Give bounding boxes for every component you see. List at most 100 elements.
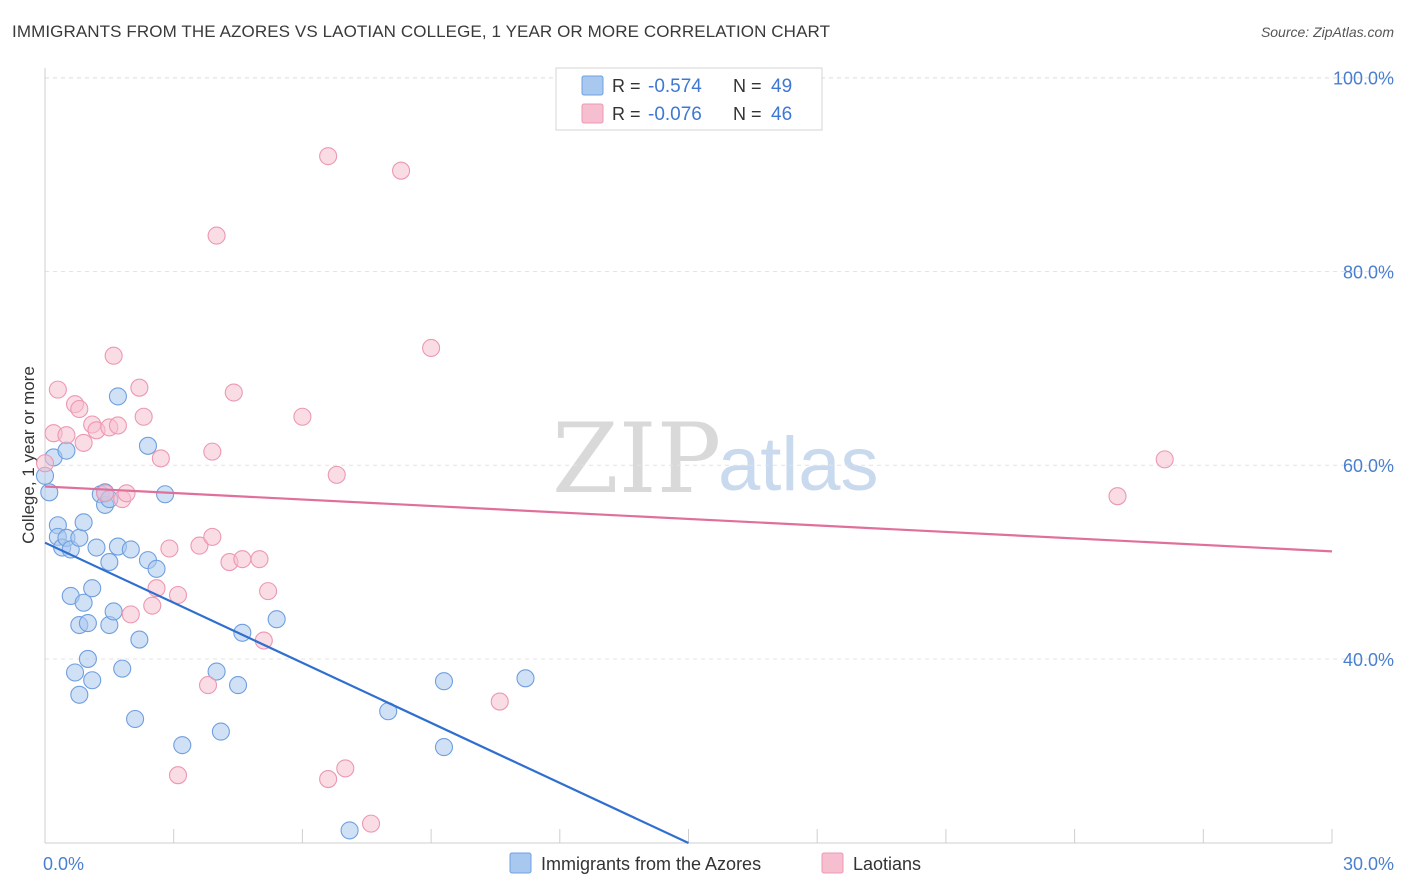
azores-point-36 <box>147 559 166 578</box>
chart-title: IMMIGRANTS FROM THE AZORES VS LAOTIAN CO… <box>12 22 831 41</box>
laotians-point-3 <box>57 426 76 445</box>
laotians-point-44 <box>1108 487 1127 506</box>
azores-point-31 <box>121 540 140 559</box>
azores-point-34 <box>138 436 158 455</box>
laotians-point-43 <box>490 692 509 711</box>
azores-point-19 <box>83 671 102 690</box>
bottom-legend: Immigrants from the Azores Laotians <box>509 852 921 874</box>
azores-point-15 <box>74 513 93 532</box>
azores-point-13 <box>70 528 89 547</box>
azores-point-1 <box>40 483 59 502</box>
laotians-point-37 <box>319 147 338 166</box>
stats-swatch-blue <box>581 75 604 96</box>
y-tick-labels: 40.0% 60.0% 80.0% 100.0% <box>1333 69 1394 670</box>
laotians-point-24 <box>190 536 209 555</box>
gridlines <box>45 77 1394 660</box>
laotians-point-17 <box>134 407 153 426</box>
x-tick-label-min: 0.0% <box>43 854 84 874</box>
azores-point-14 <box>74 593 93 612</box>
azores-point-12 <box>70 685 89 704</box>
laotians-point-35 <box>293 407 312 426</box>
trend-line-laotians <box>44 485 1333 553</box>
stats-n-label-blue: N = <box>733 76 762 96</box>
laotians-point-45 <box>1155 450 1174 469</box>
azores-point-39 <box>207 662 226 681</box>
y-tick-label-60: 60.0% <box>1343 456 1394 476</box>
laotians-point-41 <box>392 161 411 180</box>
azores-point-33 <box>130 630 149 649</box>
series-azores-points <box>35 387 535 840</box>
legend-swatch-azores <box>509 852 532 874</box>
laotians-point-20 <box>151 449 170 468</box>
azores-point-10 <box>65 663 85 682</box>
laotians-point-21 <box>160 539 179 558</box>
laotians-point-27 <box>203 442 222 461</box>
laotians-point-31 <box>233 550 252 569</box>
azores-point-17 <box>78 649 97 668</box>
laotians-point-2 <box>48 380 67 399</box>
laotians-point-30 <box>224 383 243 402</box>
x-tick-label-max: 30.0% <box>1343 854 1394 874</box>
azores-point-7 <box>57 441 76 460</box>
stats-n-value-pink: 46 <box>771 104 792 125</box>
laotians-point-14 <box>117 484 136 503</box>
stats-r-label-pink: R = <box>612 104 641 124</box>
y-axis-title: College, 1 year or more <box>19 366 38 544</box>
laotians-point-38 <box>327 465 346 484</box>
laotians-point-34 <box>259 582 278 601</box>
azores-point-43 <box>267 610 286 629</box>
azores-point-30 <box>113 659 132 678</box>
stats-swatch-pink <box>581 103 604 124</box>
laotians-point-5 <box>70 399 89 419</box>
legend-label-azores: Immigrants from the Azores <box>541 854 761 874</box>
laotians-point-32 <box>250 550 269 569</box>
y-tick-label-100: 100.0% <box>1333 69 1394 89</box>
laotians-point-42 <box>422 338 441 358</box>
laotians-point-25 <box>198 676 218 695</box>
azores-point-38 <box>173 736 192 755</box>
azores-point-46 <box>434 672 454 691</box>
laotians-point-6 <box>74 433 93 452</box>
laotians-point-11 <box>104 346 123 365</box>
laotians-point-9 <box>96 484 115 503</box>
laotians-point-40 <box>361 814 381 833</box>
stats-n-value-blue: 49 <box>771 76 792 97</box>
legend-swatch-laotians <box>821 852 844 874</box>
watermark-zip: ZIP <box>552 403 721 515</box>
azores-point-40 <box>211 722 230 741</box>
laotians-point-23 <box>168 766 188 785</box>
trend-line-azores <box>44 541 689 844</box>
azores-point-32 <box>126 709 145 729</box>
stats-r-label-blue: R = <box>612 76 641 96</box>
y-tick-label-80: 80.0% <box>1343 262 1394 282</box>
azores-point-45 <box>434 738 454 757</box>
laotians-point-39 <box>336 759 355 778</box>
stats-r-value-pink: -0.076 <box>648 104 702 125</box>
stats-legend: R = -0.574 N = 49 R = -0.076 N = 46 <box>555 67 823 131</box>
stats-r-value-blue: -0.574 <box>648 76 702 97</box>
azores-point-20 <box>87 538 106 557</box>
laotians-point-18 <box>143 596 162 615</box>
azores-point-27 <box>104 602 123 621</box>
watermark-atlas: atlas <box>718 422 879 507</box>
laotians-point-28 <box>207 226 226 245</box>
laotians-point-15 <box>121 605 140 624</box>
source-credit: Source: ZipAtlas.com <box>1260 24 1394 40</box>
azores-point-18 <box>83 579 102 598</box>
x-axis-ticks <box>44 829 1333 843</box>
laotians-point-36 <box>319 770 338 789</box>
azores-point-48 <box>340 821 359 840</box>
azores-point-41 <box>229 676 248 695</box>
laotians-point-16 <box>130 378 149 397</box>
trend-lines <box>44 485 1333 844</box>
laotians-point-0 <box>35 454 55 473</box>
legend-label-laotians: Laotians <box>853 854 921 874</box>
y-tick-label-40: 40.0% <box>1343 650 1394 670</box>
laotians-point-22 <box>168 585 188 605</box>
azores-point-16 <box>78 614 97 633</box>
laotians-point-26 <box>203 527 222 546</box>
azores-point-47 <box>516 669 535 688</box>
laotians-point-12 <box>108 416 127 435</box>
stats-n-label-pink: N = <box>733 104 762 124</box>
